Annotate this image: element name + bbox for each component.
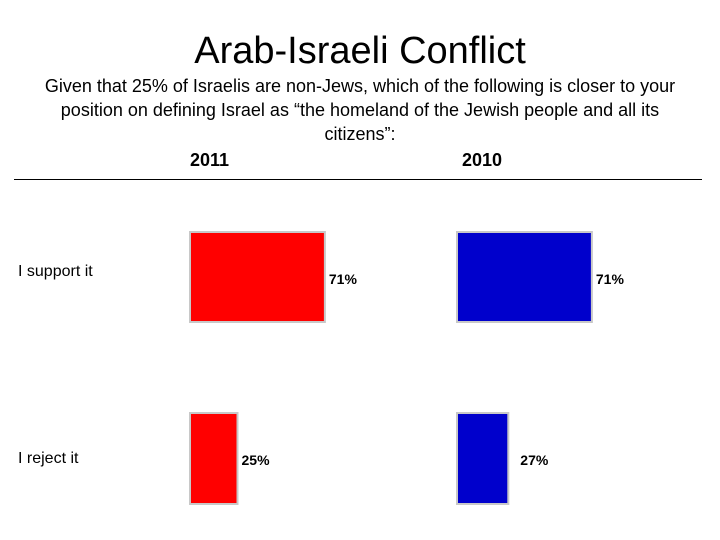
bar-2010-reject [456, 412, 510, 505]
series-header-2010: 2010 [462, 150, 503, 170]
bar-2010-support [456, 231, 593, 323]
data-label-2011-support: 71% [329, 271, 358, 287]
category-label-reject: I reject it [18, 450, 79, 467]
series-header-2011: 2011 [190, 150, 230, 170]
bar-2011-support [189, 231, 326, 323]
bar-2011-reject [189, 412, 239, 505]
header-divider [14, 179, 702, 180]
chart-title: Arab-Israeli Conflict [194, 30, 526, 72]
data-label-2010-reject: 27% [520, 452, 549, 468]
data-label-2011-reject: 25% [242, 452, 271, 468]
chart-subtitle: Given that 25% of Israelis are non-Jews,… [44, 76, 676, 144]
category-label-support: I support it [18, 263, 93, 280]
data-label-2010-support: 71% [596, 271, 625, 287]
